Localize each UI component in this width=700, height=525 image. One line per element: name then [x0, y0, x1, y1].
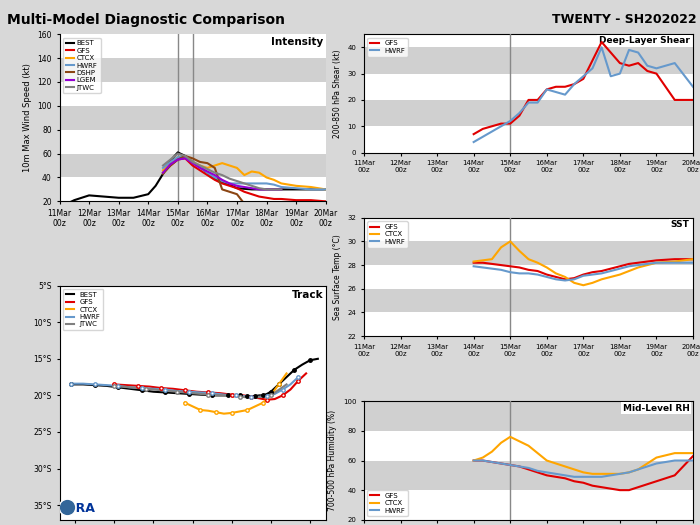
Bar	[364, 47, 693, 74]
Legend: GFS, CTCX, HWRF: GFS, CTCX, HWRF	[368, 221, 408, 247]
Bar	[60, 177, 326, 202]
Y-axis label: 700-500 hPa Humidity (%): 700-500 hPa Humidity (%)	[328, 410, 337, 511]
Y-axis label: 200-850 hPa Shear (kt): 200-850 hPa Shear (kt)	[332, 49, 342, 138]
Bar	[60, 106, 326, 130]
Bar	[364, 431, 693, 460]
Text: SST: SST	[671, 220, 690, 229]
Y-axis label: 10m Max Wind Speed (kt): 10m Max Wind Speed (kt)	[23, 64, 32, 172]
Text: Multi-Model Diagnostic Comparison: Multi-Model Diagnostic Comparison	[7, 13, 285, 27]
Legend: BEST, GFS, CTCX, HWRF, DSHP, LGEM, JTWC: BEST, GFS, CTCX, HWRF, DSHP, LGEM, JTWC	[63, 38, 101, 93]
Bar	[60, 82, 326, 106]
Bar	[364, 312, 693, 336]
Bar	[364, 218, 693, 242]
Bar	[60, 130, 326, 154]
Legend: GFS, CTCX, HWRF: GFS, CTCX, HWRF	[368, 490, 408, 516]
Bar	[364, 401, 693, 431]
Bar	[364, 490, 693, 520]
Bar	[60, 58, 326, 82]
Bar	[364, 289, 693, 312]
Text: CIRA: CIRA	[62, 502, 95, 515]
Bar	[364, 34, 693, 47]
Bar	[364, 265, 693, 289]
Text: Track: Track	[291, 290, 323, 300]
Bar	[60, 34, 326, 58]
Text: Mid-Level RH: Mid-Level RH	[623, 404, 690, 413]
Bar	[364, 74, 693, 100]
Text: Deep-Layer Shear: Deep-Layer Shear	[598, 37, 690, 46]
Bar	[364, 126, 693, 153]
Text: TWENTY - SH202022: TWENTY - SH202022	[552, 13, 696, 26]
Legend: BEST, GFS, CTCX, HWRF, JTWC: BEST, GFS, CTCX, HWRF, JTWC	[63, 289, 104, 330]
Bar	[364, 460, 693, 490]
Y-axis label: Sea Surface Temp (°C): Sea Surface Temp (°C)	[332, 234, 342, 320]
Bar	[364, 242, 693, 265]
Bar	[364, 100, 693, 126]
Text: Intensity: Intensity	[271, 37, 323, 47]
Legend: GFS, HWRF: GFS, HWRF	[368, 38, 408, 57]
Bar	[60, 154, 326, 177]
